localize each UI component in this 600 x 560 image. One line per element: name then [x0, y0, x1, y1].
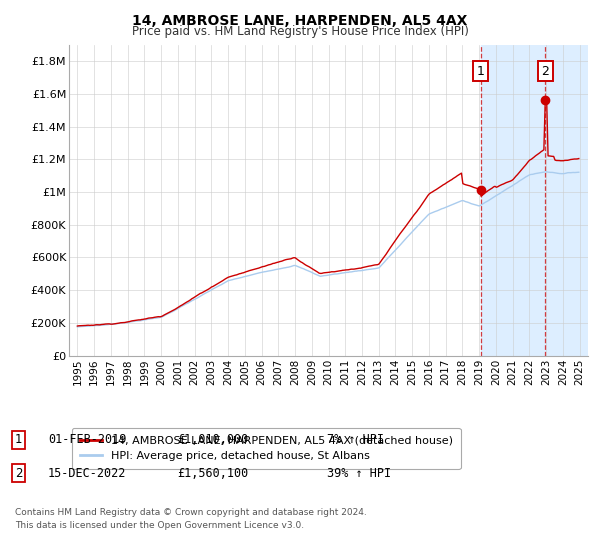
Text: Contains HM Land Registry data © Crown copyright and database right 2024.: Contains HM Land Registry data © Crown c… [15, 508, 367, 517]
Legend: 14, AMBROSE LANE, HARPENDEN, AL5 4AX (detached house), HPI: Average price, detac: 14, AMBROSE LANE, HARPENDEN, AL5 4AX (de… [72, 428, 461, 469]
Text: 1: 1 [476, 65, 485, 78]
Text: 7% ↑ HPI: 7% ↑ HPI [327, 433, 384, 446]
Text: £1,560,100: £1,560,100 [177, 466, 248, 480]
Text: £1,010,000: £1,010,000 [177, 433, 248, 446]
Text: 15-DEC-2022: 15-DEC-2022 [48, 466, 127, 480]
Text: Price paid vs. HM Land Registry's House Price Index (HPI): Price paid vs. HM Land Registry's House … [131, 25, 469, 38]
Text: This data is licensed under the Open Government Licence v3.0.: This data is licensed under the Open Gov… [15, 521, 304, 530]
Text: 01-FEB-2019: 01-FEB-2019 [48, 433, 127, 446]
Text: 39% ↑ HPI: 39% ↑ HPI [327, 466, 391, 480]
Bar [481, 45, 588, 356]
Text: 2: 2 [542, 65, 550, 78]
Text: 1: 1 [15, 433, 23, 446]
Text: 14, AMBROSE LANE, HARPENDEN, AL5 4AX: 14, AMBROSE LANE, HARPENDEN, AL5 4AX [133, 14, 467, 28]
Text: 2: 2 [15, 466, 23, 480]
